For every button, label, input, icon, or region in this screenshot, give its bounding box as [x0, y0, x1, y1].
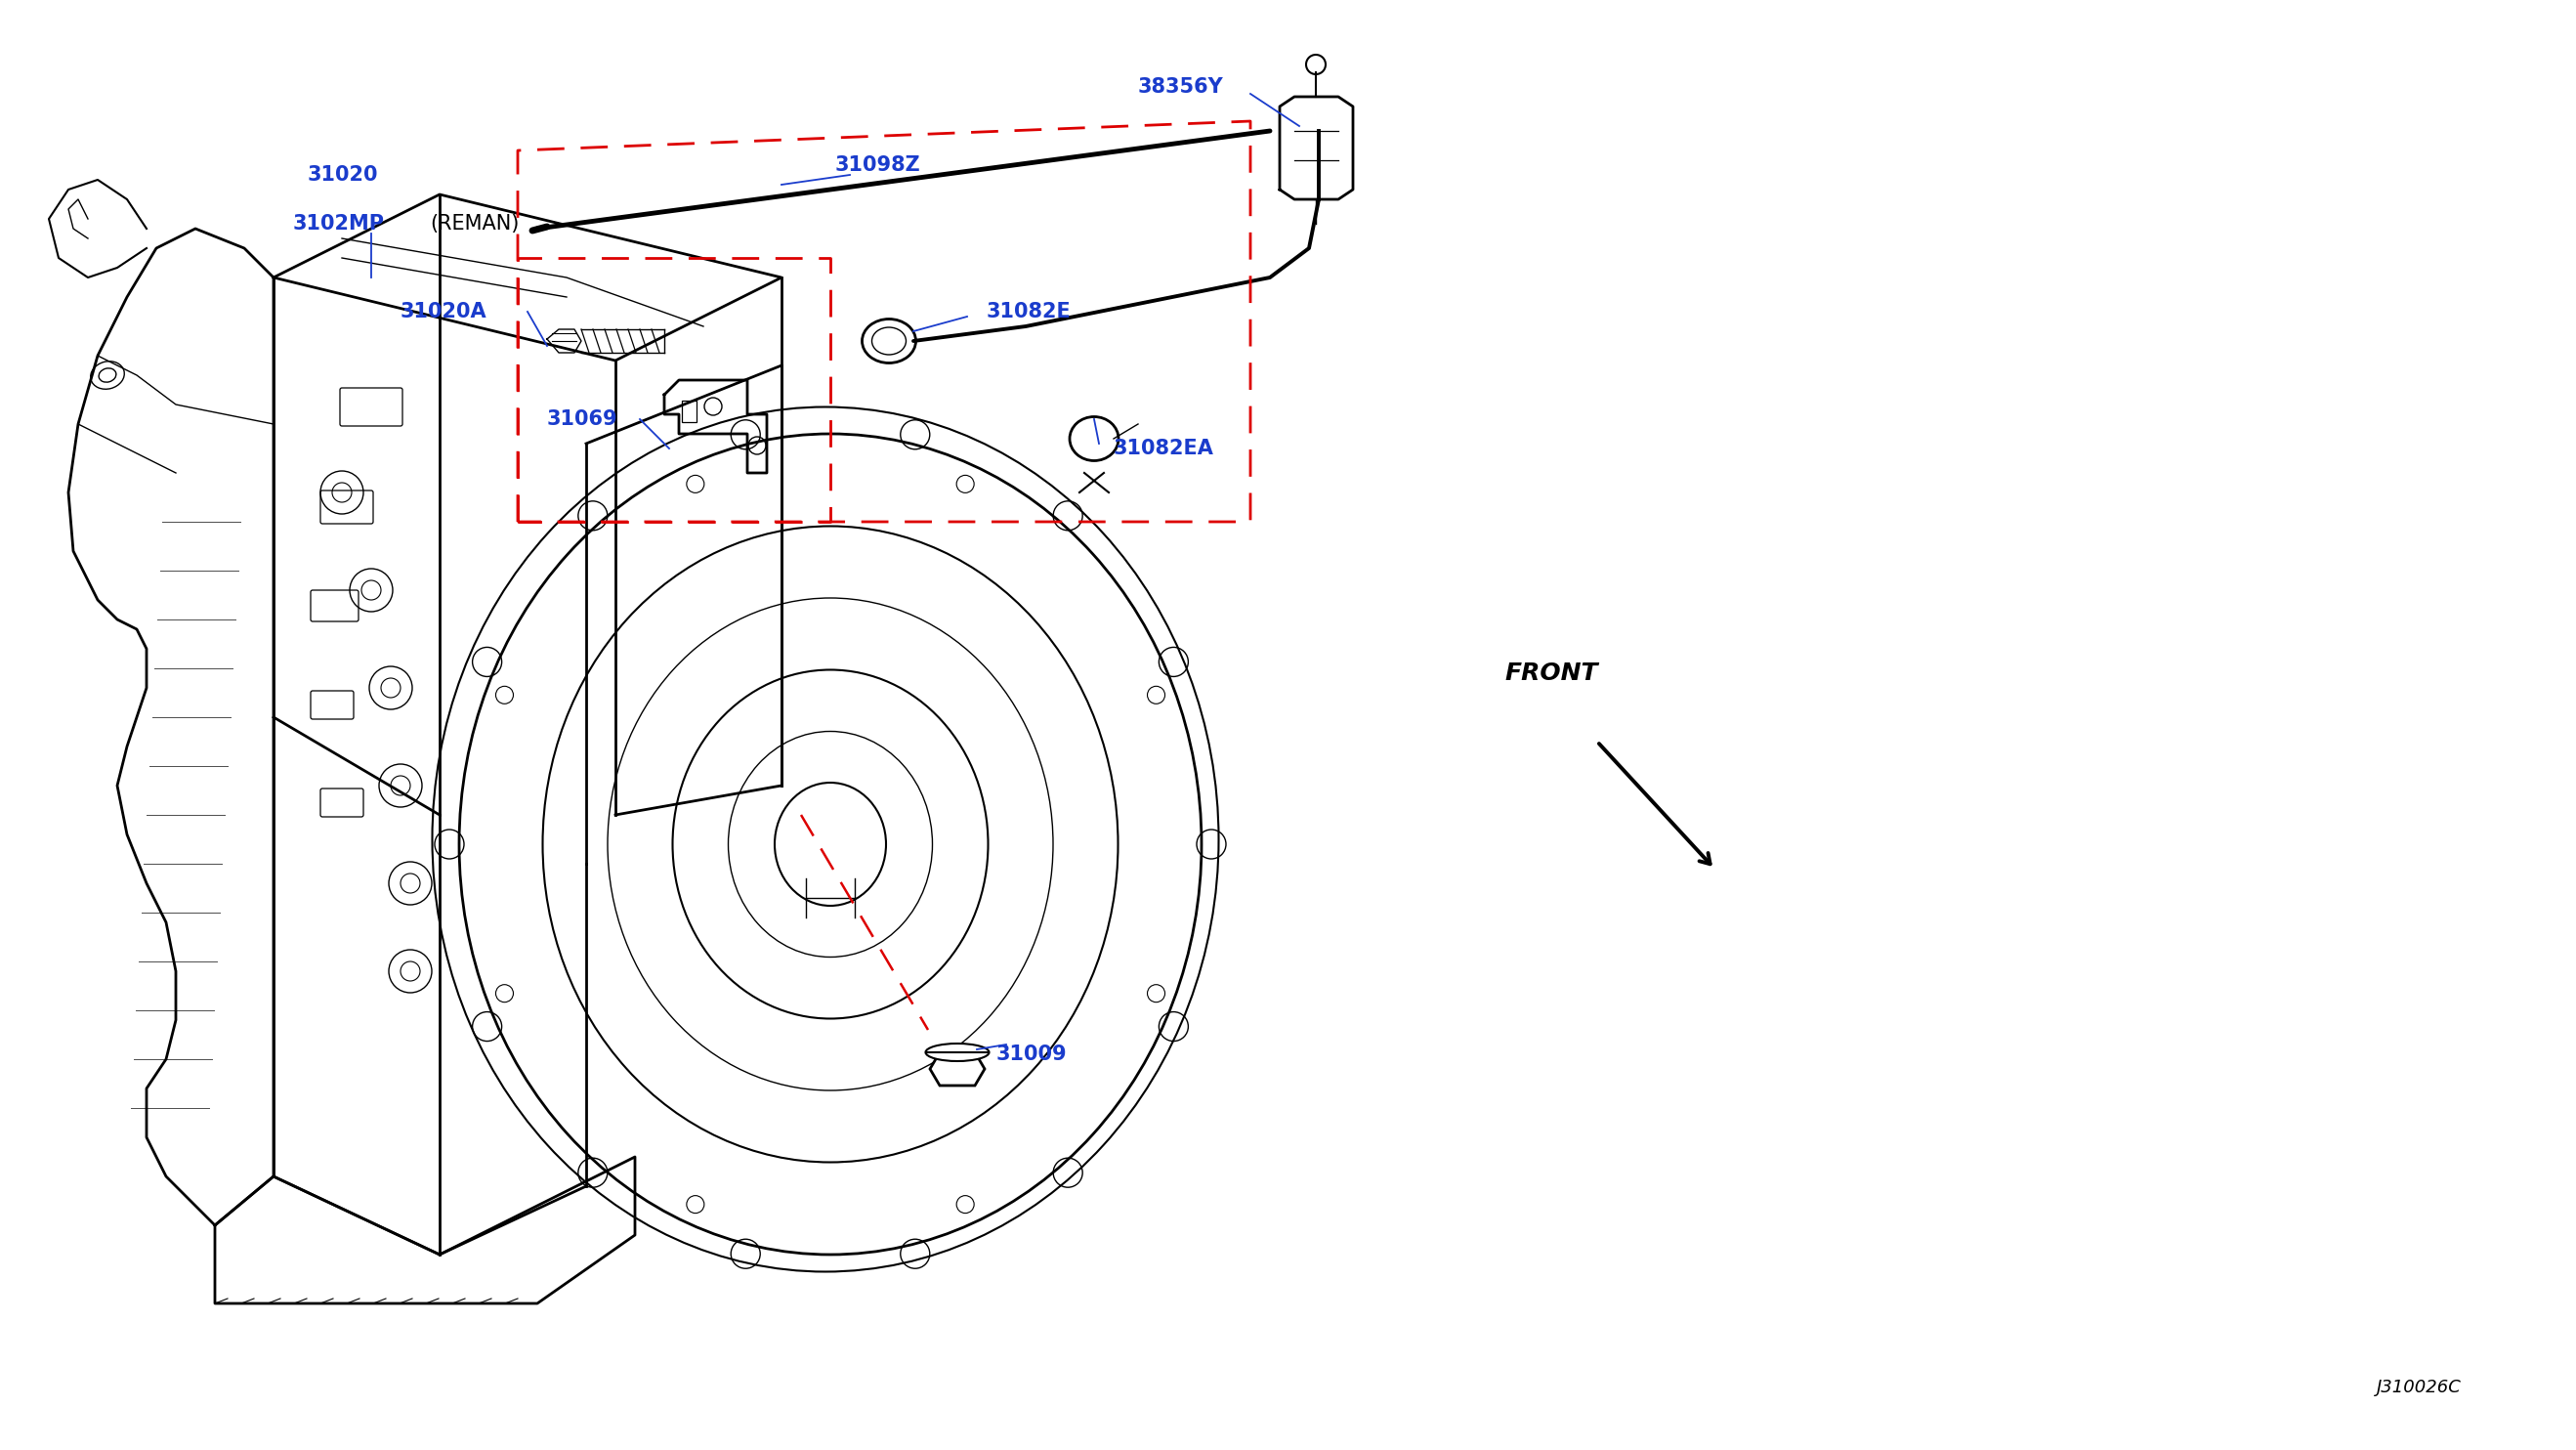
- Circle shape: [1306, 55, 1327, 74]
- Text: 31009: 31009: [997, 1044, 1066, 1064]
- Text: FRONT: FRONT: [1504, 661, 1597, 684]
- FancyArrowPatch shape: [1600, 744, 1710, 864]
- Text: 31098Z: 31098Z: [835, 155, 922, 175]
- Text: 38356Y: 38356Y: [1139, 77, 1224, 97]
- Text: 31069: 31069: [546, 409, 618, 429]
- Text: 31082E: 31082E: [987, 302, 1072, 322]
- Text: 3102MP: 3102MP: [294, 215, 384, 233]
- Text: 31020: 31020: [307, 165, 379, 184]
- Polygon shape: [930, 1053, 984, 1086]
- Text: 31020A: 31020A: [399, 302, 487, 322]
- Text: (REMAN): (REMAN): [430, 215, 520, 233]
- Text: 31082EA: 31082EA: [1113, 439, 1213, 458]
- Ellipse shape: [925, 1044, 989, 1061]
- Text: J310026C: J310026C: [2378, 1379, 2463, 1396]
- Ellipse shape: [775, 783, 886, 906]
